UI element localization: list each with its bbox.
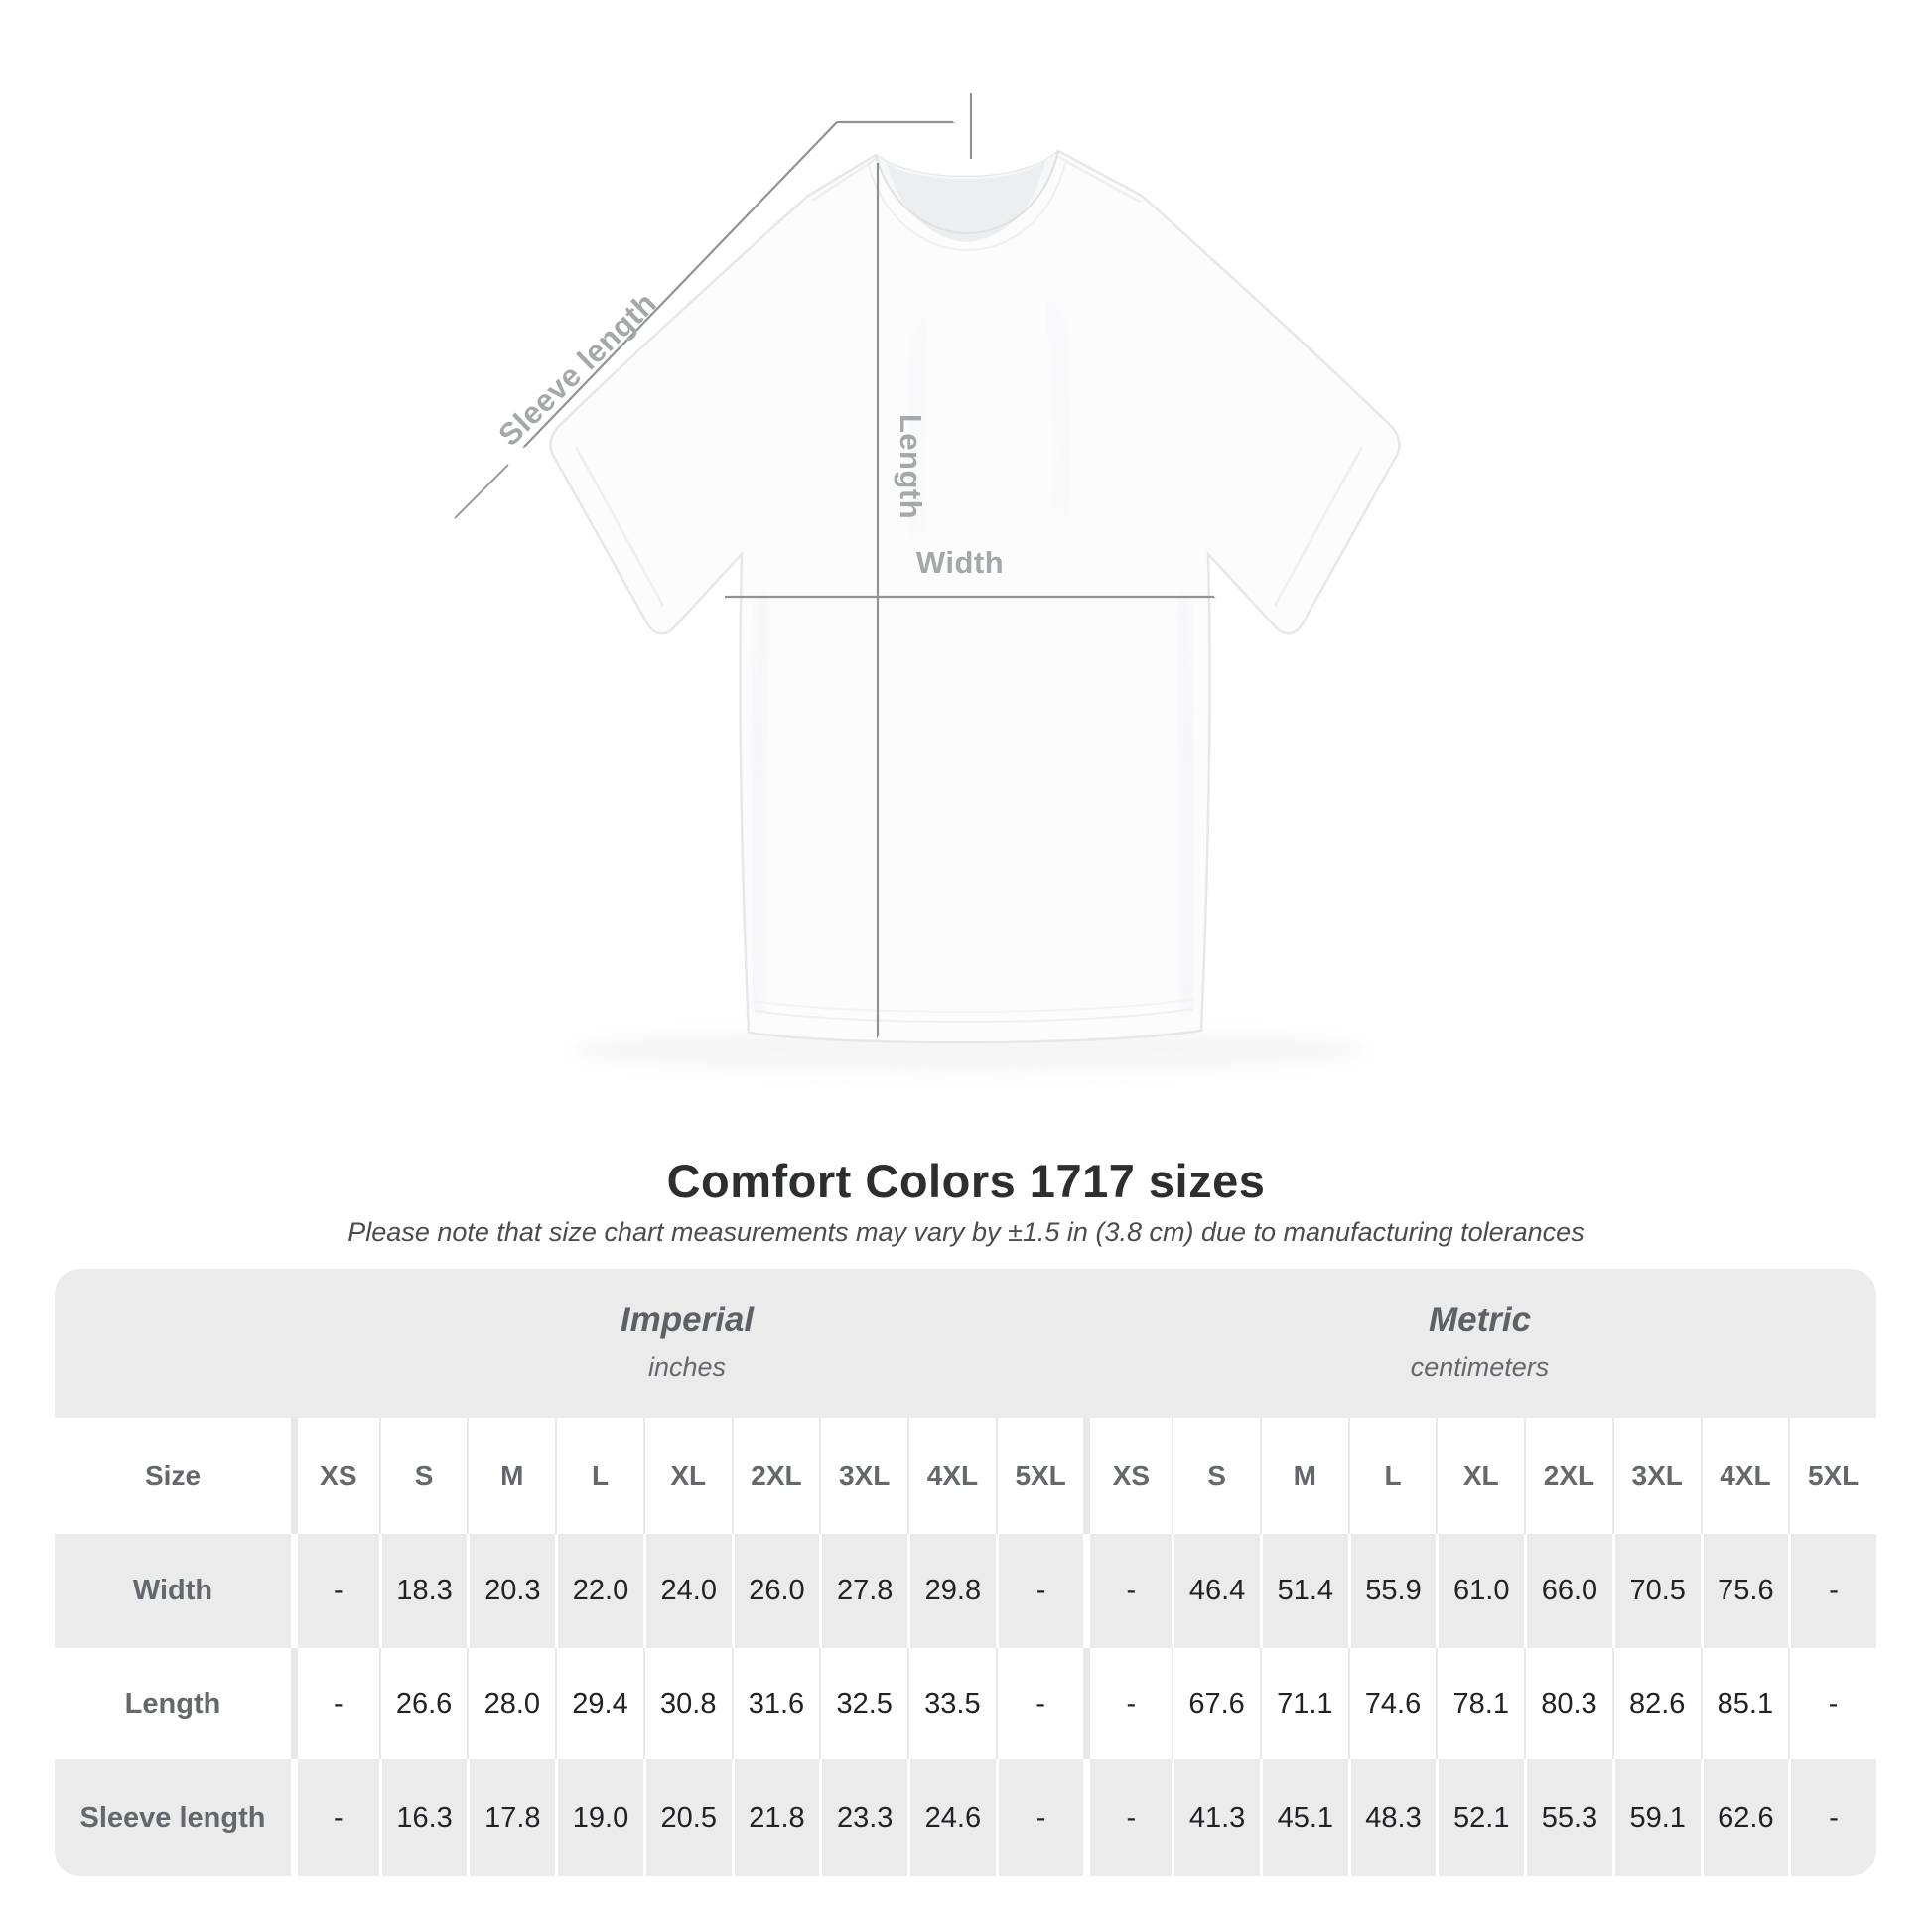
table-cell: 22.0 [555, 1534, 643, 1648]
size-header-cell: 4XL [907, 1418, 996, 1534]
size-header-cell: M [467, 1418, 555, 1534]
size-header-cell: L [555, 1418, 643, 1534]
size-header-cell: 5XL [995, 1418, 1084, 1534]
sleeve-length-line [524, 121, 838, 447]
size-header-cell: S [378, 1418, 468, 1534]
unit-group-band: Imperial inches Metric centimeters [55, 1269, 1876, 1418]
length-label: Length [894, 413, 928, 520]
size-header-cell: 2XL [1524, 1418, 1612, 1534]
table-cell: 62.6 [1700, 1759, 1789, 1876]
table-cell: 23.3 [819, 1759, 908, 1876]
table-cell: - [995, 1648, 1084, 1759]
metric-label: Metric [1428, 1301, 1532, 1339]
table-cell: - [291, 1648, 379, 1759]
table-cell: 78.1 [1436, 1648, 1524, 1759]
table-cell: 21.8 [731, 1759, 820, 1876]
size-header-cell: XL [1436, 1418, 1524, 1534]
tolerance-note: Please note that size chart measurements… [347, 1217, 1585, 1247]
table-cell: 74.6 [1347, 1648, 1437, 1759]
table-cell: 48.3 [1347, 1759, 1437, 1876]
table-cell: 71.1 [1259, 1648, 1348, 1759]
table-cell: - [1083, 1759, 1173, 1876]
table-cell: 26.0 [731, 1534, 820, 1648]
size-header-cell: 5XL [1788, 1418, 1876, 1534]
table-cell: 24.0 [642, 1534, 732, 1648]
table-cell: 46.4 [1172, 1534, 1260, 1648]
table-cell: 24.6 [907, 1759, 996, 1876]
table-cell: 51.4 [1259, 1534, 1348, 1648]
shirt-shadow [572, 1029, 1366, 1072]
table-cell: 18.3 [378, 1534, 468, 1648]
measurement-lines [454, 93, 1214, 1036]
table-cell: 28.0 [467, 1648, 555, 1759]
table-cell: 59.1 [1611, 1759, 1701, 1876]
table-cell: 85.1 [1700, 1648, 1789, 1759]
row-label-sleeve-length: Sleeve length [55, 1759, 291, 1876]
size-header-row: Size XS S M L XL 2XL 3XL 4XL 5XL XS S M L XL 2XL 3XL 4XL… [55, 1418, 1876, 1534]
table-cell: 55.9 [1347, 1534, 1437, 1648]
table-cell: 17.8 [467, 1759, 556, 1876]
size-header-cell: L [1347, 1418, 1437, 1534]
table-cell: 32.5 [819, 1648, 907, 1759]
table-cell: - [291, 1759, 379, 1876]
page-title: Comfort Colors 1717 sizes [666, 1155, 1266, 1207]
table-cell: 45.1 [1259, 1759, 1348, 1876]
table-cell: 29.8 [907, 1534, 996, 1648]
metric-group-header: Metric centimeters [1083, 1269, 1876, 1418]
table-cell: 16.3 [378, 1759, 468, 1876]
imperial-unit-label: inches [647, 1352, 727, 1382]
table-cell: 52.1 [1436, 1759, 1525, 1876]
row-label-length: Length [124, 1687, 221, 1720]
size-header-cell: XS [291, 1418, 379, 1534]
table-cell: 20.5 [642, 1759, 732, 1876]
size-header-cell: 4XL [1700, 1418, 1789, 1534]
table-cell: 80.3 [1524, 1648, 1612, 1759]
table-cell: 30.8 [642, 1648, 732, 1759]
table-cell: 26.6 [378, 1648, 468, 1759]
size-table: Imperial inches Metric centimeters Size … [55, 1269, 1876, 1876]
size-header-cell: 2XL [731, 1418, 820, 1534]
table-cell: - [1083, 1534, 1173, 1648]
table-row: Width -18.3 20.3 22.0 24.0 26.0 27.8 29.8- -46.… [55, 1534, 1876, 1648]
table-cell: - [291, 1534, 379, 1648]
table-cell: 55.3 [1524, 1759, 1612, 1876]
table-cell: - [995, 1759, 1084, 1876]
size-corner-label: Size [144, 1459, 202, 1491]
table-row: Sleeve length -16.3 17.8 19.0 20.5 21.8 23.3 2… [55, 1759, 1876, 1876]
sleeve-length-extension [454, 464, 509, 519]
table-cell: 61.0 [1436, 1534, 1525, 1648]
table-cell: 33.5 [907, 1648, 996, 1759]
size-header-cell: XS [1083, 1418, 1172, 1534]
width-label: Width [915, 545, 1005, 580]
table-cell: - [995, 1534, 1084, 1648]
table-cell: - [1788, 1759, 1876, 1876]
tshirt-diagram [454, 93, 1401, 1072]
size-header-cell: M [1259, 1418, 1348, 1534]
table-cell: 75.6 [1700, 1534, 1789, 1648]
table-cell: 41.3 [1172, 1759, 1260, 1876]
table-cell: 82.6 [1611, 1648, 1701, 1759]
table-cell: - [1788, 1534, 1876, 1648]
table-cell: 27.8 [819, 1534, 908, 1648]
table-cell: - [1788, 1648, 1876, 1759]
table-cell: 67.6 [1172, 1648, 1260, 1759]
imperial-group-header: Imperial inches [291, 1269, 1083, 1418]
metric-unit-label: centimeters [1410, 1352, 1550, 1382]
size-header-cell: 3XL [1611, 1418, 1701, 1534]
table-cell: 20.3 [467, 1534, 556, 1648]
size-header-cell: XL [642, 1418, 732, 1534]
size-header-cell: S [1172, 1418, 1260, 1534]
table-cell: 31.6 [731, 1648, 820, 1759]
table-cell: 19.0 [555, 1759, 643, 1876]
imperial-label: Imperial [620, 1301, 755, 1339]
table-cell: 70.5 [1611, 1534, 1701, 1648]
table-cell: 29.4 [555, 1648, 643, 1759]
size-header-cell: 3XL [819, 1418, 907, 1534]
table-row: Length -26.6 28.0 29.4 30.8 31.6 32.5 33.5- -67… [55, 1648, 1876, 1759]
row-label-width: Width [55, 1534, 291, 1648]
table-cell: 66.0 [1524, 1534, 1612, 1648]
table-cell: - [1083, 1648, 1172, 1759]
